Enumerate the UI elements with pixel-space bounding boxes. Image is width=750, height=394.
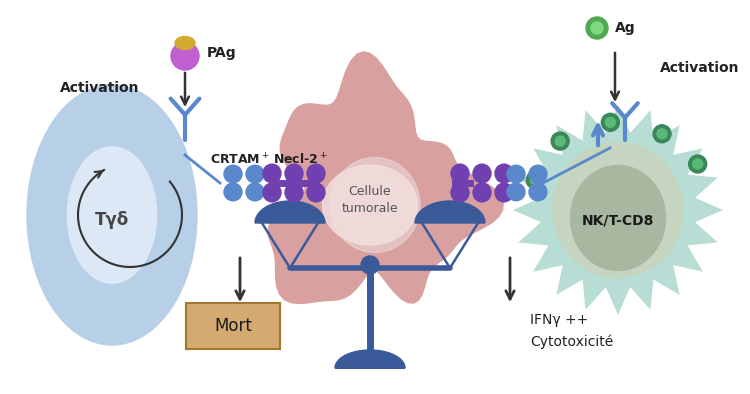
Circle shape	[530, 175, 540, 185]
Circle shape	[526, 171, 544, 189]
Text: NK/T-CD8: NK/T-CD8	[582, 213, 654, 227]
Polygon shape	[255, 201, 325, 223]
Ellipse shape	[507, 183, 525, 201]
Ellipse shape	[246, 183, 264, 201]
Ellipse shape	[263, 164, 281, 183]
Ellipse shape	[451, 183, 469, 202]
Text: Activation: Activation	[60, 81, 140, 95]
Text: Necl-2$^+$: Necl-2$^+$	[273, 152, 328, 168]
Text: Tγδ: Tγδ	[94, 211, 129, 229]
Ellipse shape	[529, 165, 547, 183]
Ellipse shape	[307, 183, 325, 202]
Ellipse shape	[224, 183, 242, 201]
Ellipse shape	[285, 183, 303, 202]
Text: IFNγ ++: IFNγ ++	[530, 313, 588, 327]
Text: Activation: Activation	[660, 61, 740, 75]
Polygon shape	[268, 51, 504, 304]
Ellipse shape	[224, 165, 242, 183]
Ellipse shape	[285, 164, 303, 183]
Ellipse shape	[27, 85, 197, 345]
Text: PAg: PAg	[207, 46, 237, 60]
Circle shape	[361, 256, 379, 274]
Ellipse shape	[68, 147, 157, 283]
Ellipse shape	[529, 183, 547, 201]
Ellipse shape	[473, 183, 491, 202]
Polygon shape	[415, 201, 485, 223]
Circle shape	[591, 22, 603, 34]
Polygon shape	[513, 105, 723, 315]
Text: Mort: Mort	[214, 317, 252, 335]
Ellipse shape	[451, 164, 469, 183]
Ellipse shape	[246, 165, 264, 183]
Circle shape	[551, 132, 569, 150]
Text: Cytotoxicité: Cytotoxicité	[530, 335, 614, 349]
Text: CRTAM$^+$: CRTAM$^+$	[210, 152, 270, 168]
Circle shape	[555, 136, 566, 146]
Text: Ag: Ag	[615, 21, 635, 35]
Ellipse shape	[571, 165, 665, 271]
Ellipse shape	[507, 165, 525, 183]
Ellipse shape	[495, 183, 513, 202]
Ellipse shape	[263, 183, 281, 202]
Circle shape	[653, 125, 671, 143]
FancyBboxPatch shape	[186, 303, 280, 349]
Ellipse shape	[495, 164, 513, 183]
Ellipse shape	[553, 143, 683, 277]
Ellipse shape	[175, 37, 195, 50]
Circle shape	[171, 42, 199, 70]
Ellipse shape	[473, 164, 491, 183]
Circle shape	[605, 117, 615, 127]
Ellipse shape	[330, 158, 420, 253]
Circle shape	[693, 159, 703, 169]
Ellipse shape	[307, 164, 325, 183]
Circle shape	[688, 155, 706, 173]
Circle shape	[586, 17, 608, 39]
Circle shape	[657, 129, 667, 139]
Ellipse shape	[322, 165, 418, 245]
Text: Cellule
tumorale: Cellule tumorale	[342, 185, 398, 215]
Circle shape	[602, 113, 619, 131]
Polygon shape	[335, 350, 405, 368]
